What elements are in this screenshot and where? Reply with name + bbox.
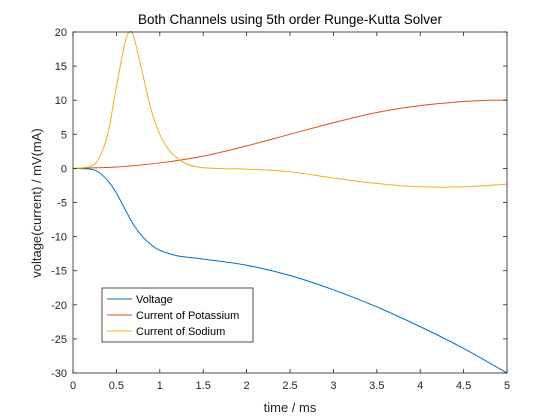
- y-tick-label: 0: [61, 163, 67, 175]
- y-tick-label: -25: [51, 334, 67, 346]
- y-tick-label: -30: [51, 368, 67, 380]
- y-tick-label: 20: [55, 27, 67, 39]
- x-axis-title: time / ms: [264, 400, 317, 415]
- legend-label-sodium: Current of Sodium: [136, 326, 225, 338]
- series-line-voltage: [72, 167, 508, 374]
- legend: Voltage Current of Potassium Current of …: [101, 287, 254, 343]
- x-tick-label: 3: [330, 380, 336, 392]
- x-axis-ticks: 0 0.5 1 1.5 2 2.5 3 3.5 4 4.5 5: [70, 32, 510, 392]
- x-tick-label: 2.5: [282, 380, 297, 392]
- y-tick-label: -15: [51, 266, 67, 278]
- x-tick-label: 2: [244, 380, 250, 392]
- y-tick-label: 10: [55, 95, 67, 107]
- y-tick-label: -20: [51, 300, 67, 312]
- series-layer: [72, 30, 508, 374]
- x-tick-label: 1: [157, 380, 163, 392]
- x-tick-label: 4: [417, 380, 423, 392]
- y-tick-label: 5: [61, 129, 67, 141]
- x-tick-label: 0: [70, 380, 76, 392]
- legend-label-potassium: Current of Potassium: [136, 310, 239, 322]
- y-tick-label: -5: [57, 198, 67, 210]
- x-tick-label: 5: [504, 380, 510, 392]
- x-tick-label: 1.5: [196, 380, 211, 392]
- y-tick-label: -10: [51, 232, 67, 244]
- series-line-potassium: [72, 99, 508, 169]
- x-tick-label: 0.5: [109, 380, 124, 392]
- chart-title: Both Channels using 5th order Runge-Kutt…: [138, 12, 442, 27]
- legend-label-voltage: Voltage: [136, 294, 173, 306]
- y-axis-ticks: 20 15 10 5 0 -5 -10 -15 -20 -25 -30: [51, 27, 507, 380]
- series-line-sodium: [72, 30, 508, 188]
- x-tick-label: 3.5: [369, 380, 384, 392]
- y-tick-label: 15: [55, 61, 67, 73]
- y-axis-title: voltage(current) / mV(mA): [29, 128, 44, 278]
- x-tick-label: 4.5: [456, 380, 471, 392]
